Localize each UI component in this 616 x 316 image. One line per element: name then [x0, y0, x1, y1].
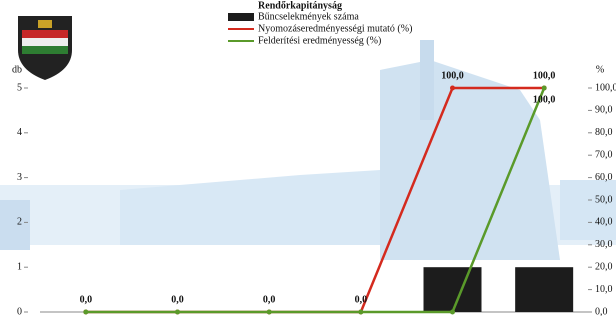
y2-tick-label: 0,0 [595, 306, 608, 316]
y2-tick-label: 60,0 [595, 172, 613, 183]
y2-axis-label: % [596, 64, 604, 75]
y-tick-label: 3 [17, 172, 22, 183]
y-tick-label: 0 [17, 306, 22, 316]
data-label: 0,0 [171, 294, 184, 305]
y2-tick-label: 30,0 [595, 239, 613, 250]
data-label: 0,0 [355, 294, 368, 305]
data-label: 0,0 [263, 294, 276, 305]
y-tick-label: 5 [17, 82, 22, 93]
y2-tick-label: 20,0 [595, 261, 613, 272]
line-point [542, 86, 547, 91]
data-label: 0,0 [80, 294, 93, 305]
data-label: 100,0 [441, 70, 464, 81]
chart: Rendőrkapitányság db % 0123450,010,020,0… [0, 0, 616, 316]
y2-tick-label: 40,0 [595, 217, 613, 228]
line-point [267, 310, 272, 315]
line-point [358, 310, 363, 315]
legend-swatch [228, 13, 254, 21]
legend-label: Felderítési eredményesség (%) [258, 35, 381, 46]
y2-tick-label: 70,0 [595, 149, 613, 160]
logo [18, 16, 72, 80]
y-tick-label: 1 [17, 261, 22, 272]
y-tick-label: 2 [17, 217, 22, 228]
y-axis-label: db [12, 64, 22, 75]
y2-tick-label: 80,0 [595, 127, 613, 138]
legend-label: Bűncselekmények száma [258, 11, 359, 22]
data-label: 100,0 [533, 70, 556, 81]
y2-tick-label: 50,0 [595, 194, 613, 205]
y2-tick-label: 100,0 [595, 82, 616, 93]
data-label: 100,0 [533, 94, 556, 105]
line-point [83, 310, 88, 315]
chart-title: Rendőrkapitányság [258, 0, 342, 11]
legend-label: Nyomozáseredményességi mutató (%) [258, 23, 412, 34]
y-tick-label: 4 [17, 127, 22, 138]
bar [424, 267, 482, 312]
line-point [175, 310, 180, 315]
bar [515, 267, 573, 312]
line-point [450, 86, 455, 91]
y2-tick-label: 90,0 [595, 105, 613, 116]
background-photo [0, 40, 616, 260]
line-point [450, 310, 455, 315]
y2-tick-label: 10,0 [595, 284, 613, 295]
